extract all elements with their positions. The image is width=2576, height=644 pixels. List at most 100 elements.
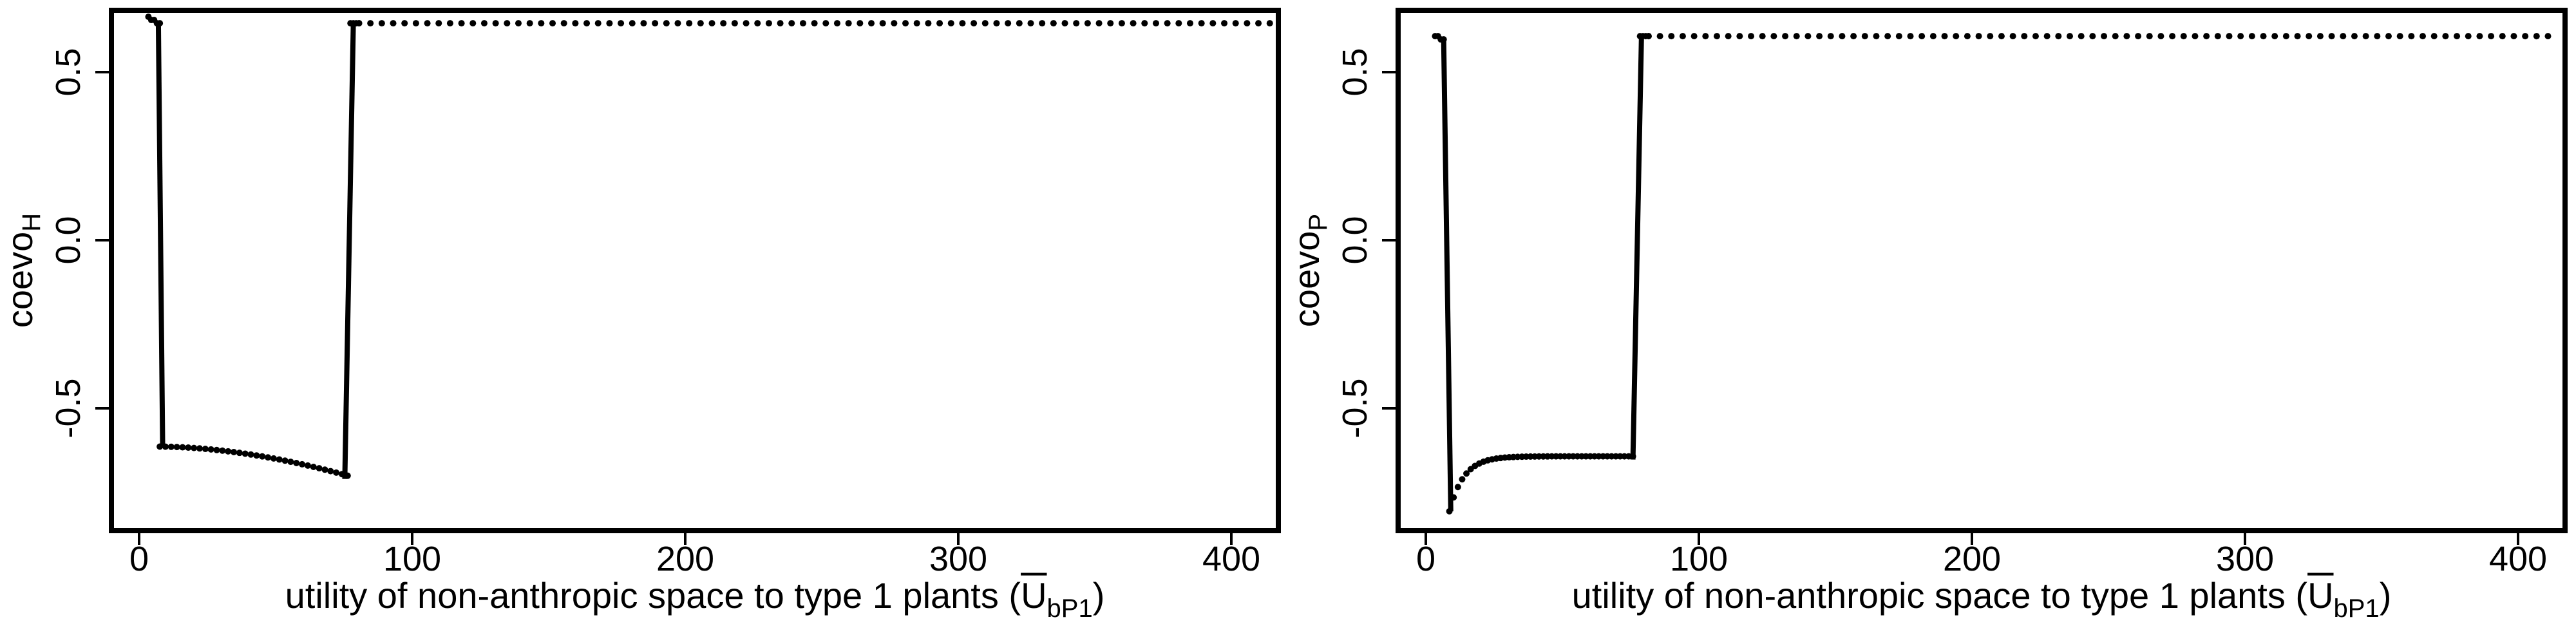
- data-point: [1736, 33, 1743, 40]
- data-point: [1164, 20, 1171, 27]
- data-point: [2271, 33, 2278, 40]
- x-axis-label-subscript: bP1: [2334, 594, 2380, 623]
- data-point: [1645, 33, 1652, 40]
- data-point: [686, 20, 693, 27]
- data-point: [367, 20, 374, 27]
- data-point: [902, 20, 909, 27]
- data-point: [265, 454, 272, 461]
- x-axis-label-close: ): [2380, 575, 2392, 616]
- data-point: [1255, 20, 1262, 27]
- data-point: [1039, 20, 1046, 27]
- data-point: [925, 20, 932, 27]
- data-point: [720, 20, 727, 27]
- data-point: [1186, 20, 1193, 27]
- data-point: [2430, 33, 2438, 40]
- x-tick-label: 200: [656, 540, 714, 578]
- data-point: [2316, 33, 2324, 40]
- y-axis-label-text: coevo: [1286, 231, 1327, 327]
- data-point: [674, 20, 681, 27]
- data-point: [606, 20, 613, 27]
- data-point: [2021, 33, 2028, 40]
- data-point: [936, 20, 943, 27]
- data-point: [1793, 33, 1800, 40]
- data-point: [1232, 20, 1239, 27]
- data-point: [1929, 33, 1937, 40]
- data-point: [196, 445, 204, 452]
- data-point: [2294, 33, 2301, 40]
- data-point: [219, 447, 226, 454]
- x-tick-label: 200: [1943, 540, 2001, 578]
- data-point: [231, 448, 238, 455]
- data-point: [378, 20, 385, 27]
- y-axis-label-subscript: H: [17, 213, 46, 232]
- data-point: [845, 20, 852, 27]
- data-point: [207, 446, 214, 453]
- right-panel: 0.5 0.0 -0.5 0 100 200 300 400 utility o…: [1286, 8, 2568, 623]
- data-point: [2282, 33, 2289, 40]
- data-point: [173, 444, 180, 451]
- data-point: [2089, 33, 2096, 40]
- data-point: [2533, 33, 2540, 40]
- data-point: [424, 20, 431, 27]
- data-point: [401, 20, 408, 27]
- data-point: [2420, 33, 2427, 40]
- data-point: [2123, 33, 2130, 40]
- data-point: [697, 20, 704, 27]
- data-point: [1861, 33, 1868, 40]
- data-point: [156, 443, 164, 450]
- data-point: [981, 20, 989, 27]
- data-point: [1221, 20, 1228, 27]
- x-tick-label: 300: [2216, 540, 2274, 578]
- data-point: [1027, 20, 1034, 27]
- data-point: [1679, 33, 1686, 40]
- data-point: [1175, 20, 1182, 27]
- data-point: [993, 20, 1000, 27]
- data-point: [1907, 33, 1914, 40]
- y-axis-label-subscript: P: [1304, 214, 1332, 231]
- data-point: [1702, 33, 1709, 40]
- data-point: [1918, 33, 1926, 40]
- data-point: [618, 20, 625, 27]
- data-point: [2328, 33, 2335, 40]
- data-point: [2043, 33, 2050, 40]
- data-point: [310, 463, 317, 470]
- data-point: [947, 20, 954, 27]
- x-axis-label-symbol: U: [1021, 575, 1046, 616]
- data-point: [344, 472, 351, 479]
- data-point: [788, 20, 795, 27]
- y-tick-label: -0.5: [1336, 378, 1374, 438]
- data-point: [2237, 33, 2244, 40]
- x-axis-label: utility of non-anthropic space to type 1…: [285, 575, 1105, 623]
- x-axis-label-text: utility of non-anthropic space to type 1…: [1572, 575, 2308, 616]
- data-point: [1725, 33, 1732, 40]
- data-point: [458, 20, 465, 27]
- data-point: [321, 466, 328, 473]
- data-point: [1073, 20, 1080, 27]
- data-point: [1209, 20, 1217, 27]
- data-point: [833, 20, 840, 27]
- data-point: [2009, 33, 2016, 40]
- y-tick-label: 0.0: [49, 216, 88, 264]
- data-point: [242, 450, 249, 457]
- data-point: [1850, 33, 1857, 40]
- data-point: [2157, 33, 2164, 40]
- data-point: [1061, 20, 1068, 27]
- data-point: [1782, 33, 1789, 40]
- data-point: [743, 20, 750, 27]
- data-point: [799, 20, 806, 27]
- data-point: [594, 20, 601, 27]
- data-point: [913, 20, 920, 27]
- data-point: [1713, 33, 1720, 40]
- data-point: [1107, 20, 1114, 27]
- data-point: [2226, 33, 2233, 40]
- data-point: [1975, 33, 1982, 40]
- data-point: [213, 446, 220, 453]
- data-point: [2351, 33, 2358, 40]
- y-axis-label: coevoP: [1286, 214, 1332, 327]
- data-point: [253, 452, 260, 459]
- x-tick-label: 0: [129, 540, 149, 578]
- y-axis: 0.5 0.0 -0.5: [1336, 48, 1398, 439]
- data-point: [731, 20, 738, 27]
- jump-line: [342, 23, 356, 479]
- data-point: [868, 20, 875, 27]
